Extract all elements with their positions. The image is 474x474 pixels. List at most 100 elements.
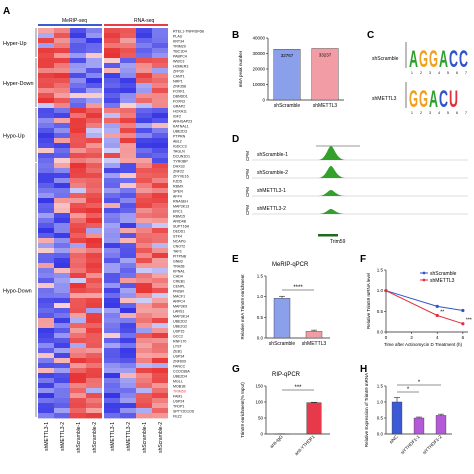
heatmap-gene-label: UBE2G2 — [173, 324, 187, 328]
heatmap-gene-label: ZNF609 — [173, 359, 186, 363]
heatmap-cell — [152, 88, 168, 94]
heatmap-cell — [86, 298, 102, 304]
heatmap-cell — [136, 93, 152, 99]
heatmap-cell — [54, 208, 70, 214]
heatmap-cell — [104, 113, 120, 119]
heatmap-cell — [54, 118, 70, 124]
heatmap-group-label: Hypo-Down — [3, 289, 32, 295]
heatmap-cell — [54, 408, 70, 414]
heatmap-cell — [120, 108, 136, 114]
heatmap-cell — [104, 408, 120, 414]
heatmap-cell — [104, 318, 120, 324]
heatmap-cell — [120, 178, 136, 184]
heatmap-cell — [70, 408, 86, 414]
heatmap-cell — [86, 143, 102, 149]
heatmap-gene-label: LARS1 — [173, 309, 184, 313]
heatmap-cell — [38, 58, 54, 64]
heatmap-cell — [152, 168, 168, 174]
heatmap-gene-label: IGF2 — [173, 114, 181, 118]
heatmap-cell — [70, 113, 86, 119]
heatmap-cell — [38, 138, 54, 144]
heatmap-cell — [70, 348, 86, 354]
heatmap-cell — [136, 28, 152, 34]
heatmap-cell — [70, 228, 86, 234]
heatmap-gene-label: TRIM59 — [173, 389, 186, 393]
heatmap-cell — [120, 158, 136, 164]
heatmap-cell — [38, 83, 54, 89]
heatmap-cell — [136, 73, 152, 79]
heatmap-cell — [86, 208, 102, 214]
y-tick-label: 0.0 — [377, 330, 384, 335]
track-axis-label: CPM — [245, 205, 250, 215]
motif-letter: G — [419, 86, 428, 113]
heatmap-cell — [70, 78, 86, 84]
heatmap-cell — [120, 73, 136, 79]
heatmap-cell — [70, 118, 86, 124]
heatmap-cell — [70, 58, 86, 64]
heatmap-cell — [86, 38, 102, 44]
heatmap-gene-label: DCUN1D1 — [173, 154, 190, 158]
heatmap-cell — [104, 253, 120, 259]
heatmap-cell — [120, 248, 136, 254]
heatmap-cell — [54, 203, 70, 209]
heatmap-cell — [38, 173, 54, 179]
heatmap-cell — [70, 108, 86, 114]
y-tick-label: 100 — [255, 400, 263, 405]
heatmap-cell — [86, 118, 102, 124]
heatmap-cell — [120, 43, 136, 49]
heatmap-cell — [70, 63, 86, 69]
heatmap-cell — [38, 43, 54, 49]
heatmap-cell — [152, 208, 168, 214]
heatmap-cell — [86, 213, 102, 219]
heatmap-cell — [104, 313, 120, 319]
heatmap-cell — [54, 263, 70, 269]
motif-position: 7 — [465, 111, 467, 115]
heatmap-cell — [54, 98, 70, 104]
heatmap-cell — [104, 338, 120, 344]
heatmap-cell — [136, 388, 152, 394]
heatmap-cell — [104, 243, 120, 249]
heatmap-cell — [38, 278, 54, 284]
heatmap-cell — [86, 78, 102, 84]
heatmap-cell — [54, 278, 70, 284]
heatmap-cell — [120, 123, 136, 129]
heatmap-gene-label: ZFYVE16 — [173, 174, 189, 178]
coverage-peak — [318, 190, 346, 196]
heatmap-cell — [38, 243, 54, 249]
heatmap-cell — [86, 248, 102, 254]
heatmap-gene-label: PABPC4 — [173, 54, 187, 58]
motif-position: 4 — [438, 71, 440, 75]
heatmap-gene-label: ZFP30 — [173, 69, 184, 73]
heatmap-cell — [86, 148, 102, 154]
motif-position: 1 — [411, 111, 413, 115]
heatmap-gene-label: SPEN — [173, 189, 183, 193]
heatmap-cell — [38, 108, 54, 114]
heatmap-column-label: shScramble-2 — [158, 422, 164, 453]
heatmap-cell — [104, 328, 120, 334]
heatmap-cell — [152, 293, 168, 299]
motif-letter: C — [439, 86, 448, 113]
x-category-label: shMETTL3 — [302, 341, 327, 347]
heatmap-cell — [38, 388, 54, 394]
heatmap-cell — [70, 138, 86, 144]
panel-g-title: RIP-qPCR — [272, 372, 301, 378]
heatmap-cell — [152, 283, 168, 289]
legend-marker — [422, 271, 426, 275]
heatmap-gene-label: CREB1 — [173, 279, 185, 283]
heatmap-cell — [70, 208, 86, 214]
motif-letter: G — [429, 46, 438, 73]
heatmap-cell — [54, 178, 70, 184]
motif-position: 2 — [420, 111, 422, 115]
heatmap-gene-label: ARHGAP23 — [173, 119, 192, 123]
heatmap-cell — [54, 113, 70, 119]
heatmap-cell — [120, 238, 136, 244]
heatmap-cell — [54, 363, 70, 369]
heatmap-cell — [136, 253, 152, 259]
heatmap-cell — [86, 348, 102, 354]
heatmap-cell — [120, 208, 136, 214]
heatmap-cell — [54, 28, 70, 34]
heatmap-cell — [54, 313, 70, 319]
heatmap-cell — [54, 388, 70, 394]
heatmap-cell — [70, 43, 86, 49]
heatmap-cell — [136, 278, 152, 284]
